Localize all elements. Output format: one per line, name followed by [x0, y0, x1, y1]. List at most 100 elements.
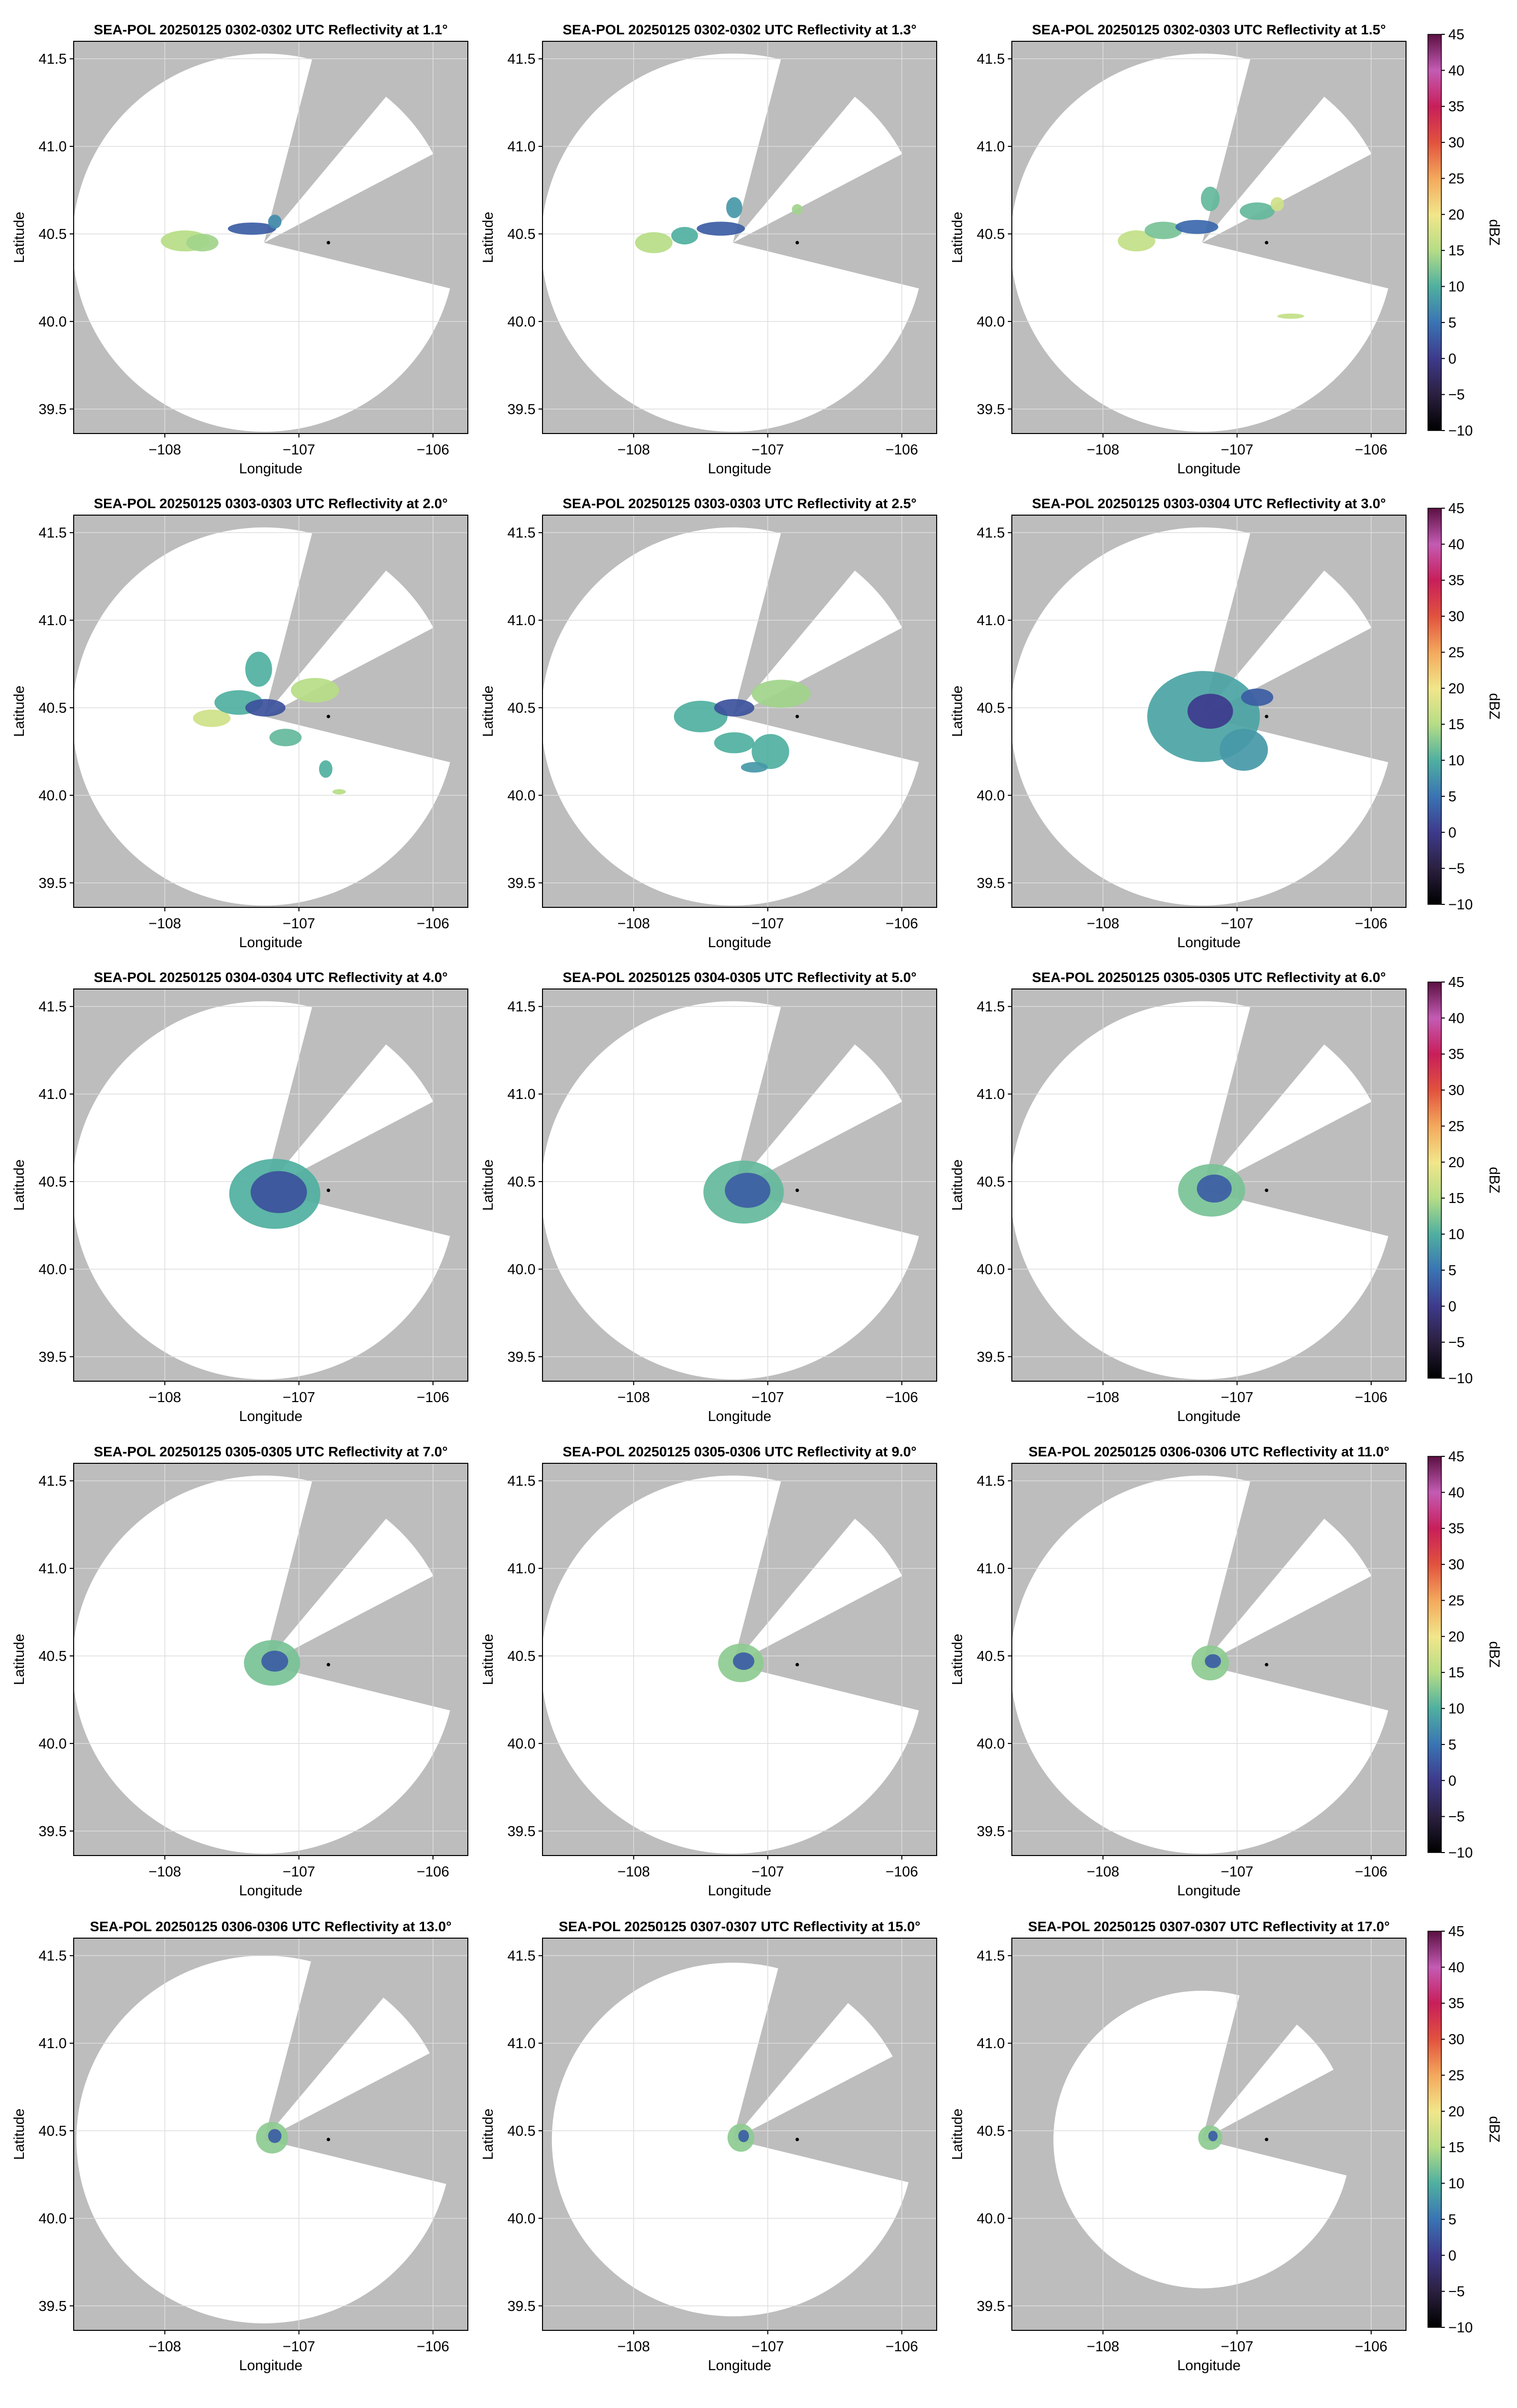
reflectivity-echo	[752, 734, 789, 769]
colorbar-tick-label: 30	[1448, 1557, 1464, 1573]
x-tick-label: −106	[885, 2339, 918, 2355]
colorbar-tick-label: 10	[1448, 753, 1464, 769]
plot-frame	[542, 988, 937, 1382]
y-tick-label: 40.5	[39, 700, 67, 716]
radar-panel: SEA-POL 20250125 0303-0303 UTC Reflectiv…	[11, 496, 468, 951]
y-tick-label: 39.5	[977, 1349, 1005, 1365]
colorbar-tick-label: 0	[1448, 2248, 1456, 2264]
y-axis-label: Latitude	[950, 1634, 966, 1685]
radar-panel: SEA-POL 20250125 0306-0306 UTC Reflectiv…	[11, 1919, 468, 2374]
x-axis-label: Longitude	[1177, 2358, 1240, 2374]
y-tick-label: 41.5	[508, 1473, 536, 1489]
reflectivity-echo	[741, 762, 768, 773]
x-tick-label: −107	[1221, 2339, 1253, 2355]
station-marker	[326, 2138, 330, 2142]
colorbar-gradient	[1427, 1456, 1442, 1853]
x-tick-label: −106	[1355, 916, 1387, 932]
colorbar-tick-label: 20	[1448, 1155, 1464, 1171]
colorbar-tick-label: 0	[1448, 1773, 1456, 1789]
y-tick-label: 41.5	[39, 525, 67, 541]
x-tick-label: −106	[1355, 1390, 1387, 1406]
colorbar-label: dBZ	[1486, 1641, 1502, 1667]
plot-title: SEA-POL 20250125 0305-0305 UTC Reflectiv…	[94, 1444, 447, 1459]
y-tick-label: 41.5	[977, 525, 1005, 541]
reflectivity-echo	[1196, 1174, 1232, 1203]
colorbar-tick-label: −5	[1448, 1335, 1465, 1351]
x-tick-label: −108	[1087, 1390, 1119, 1406]
colorbar-tick-label: −10	[1448, 897, 1473, 913]
plot-frame	[542, 1938, 937, 2331]
radar-panel: SEA-POL 20250125 0307-0307 UTC Reflectiv…	[480, 1919, 937, 2374]
y-tick-label: 41.5	[977, 51, 1005, 67]
x-tick-label: −106	[417, 442, 449, 458]
y-tick-label: 40.0	[977, 1262, 1005, 1278]
x-tick-label: −106	[885, 442, 918, 458]
y-tick-label: 41.0	[977, 613, 1005, 629]
y-tick-label: 40.0	[977, 1736, 1005, 1752]
radar-panel: SEA-POL 20250125 0304-0305 UTC Reflectiv…	[480, 970, 937, 1424]
y-tick-label: 41.5	[508, 525, 536, 541]
y-axis-label: Latitude	[11, 1159, 27, 1210]
y-tick-label: 41.5	[977, 1948, 1005, 1964]
colorbar-tick-label: 25	[1448, 645, 1464, 660]
radar-panel: SEA-POL 20250125 0305-0305 UTC Reflectiv…	[950, 970, 1407, 1424]
radar-panel: SEA-POL 20250125 0305-0305 UTC Reflectiv…	[11, 1444, 468, 1899]
reflectivity-echo	[250, 1171, 307, 1213]
plot-title: SEA-POL 20250125 0302-0302 UTC Reflectiv…	[562, 22, 916, 37]
radar-coverage-area	[542, 53, 919, 432]
y-tick-label: 39.5	[977, 402, 1005, 418]
y-tick-label: 41.0	[39, 613, 67, 629]
colorbar-tick-label: 40	[1448, 63, 1464, 79]
radar-panel: SEA-POL 20250125 0304-0304 UTC Reflectiv…	[11, 970, 468, 1424]
plot-title: SEA-POL 20250125 0306-0306 UTC Reflectiv…	[90, 1919, 452, 1934]
reflectivity-echo	[726, 197, 743, 219]
y-tick-label: 40.5	[977, 1174, 1005, 1190]
y-tick-label: 41.0	[39, 1087, 67, 1102]
reflectivity-echo	[1200, 186, 1220, 212]
plot-title: SEA-POL 20250125 0303-0304 UTC Reflectiv…	[1032, 496, 1386, 511]
y-tick-label: 40.0	[508, 314, 536, 330]
colorbar-tick-label: 5	[1448, 2212, 1456, 2228]
y-tick-label: 40.0	[39, 788, 67, 804]
station-marker	[795, 1663, 799, 1667]
reflectivity-echo	[1239, 202, 1275, 220]
x-axis-label: Longitude	[1177, 1883, 1240, 1899]
plot-title: SEA-POL 20250125 0305-0305 UTC Reflectiv…	[1032, 970, 1386, 985]
colorbar-tick-label: 10	[1448, 1227, 1464, 1243]
y-tick-label: 41.0	[977, 139, 1005, 155]
x-tick-label: −106	[885, 1864, 918, 1880]
y-tick-label: 41.5	[977, 999, 1005, 1015]
x-axis-label: Longitude	[1177, 935, 1240, 951]
x-tick-label: −108	[1087, 916, 1119, 932]
x-tick-label: −106	[1355, 442, 1387, 458]
y-tick-label: 39.5	[508, 1349, 536, 1365]
colorbar-tick-label: 20	[1448, 681, 1464, 697]
colorbar-tick-label: 40	[1448, 1485, 1464, 1501]
colorbar-label: dBZ	[1486, 1167, 1502, 1193]
x-tick-label: −108	[149, 1864, 181, 1880]
y-tick-label: 41.0	[508, 2036, 536, 2052]
y-tick-label: 40.5	[39, 1648, 67, 1664]
y-tick-label: 39.5	[977, 876, 1005, 891]
colorbar-tick-label: 10	[1448, 1701, 1464, 1717]
radar-panel: SEA-POL 20250125 0306-0306 UTC Reflectiv…	[950, 1444, 1407, 1899]
colorbar-tick-label: 0	[1448, 351, 1456, 367]
reflectivity-echo	[261, 1650, 289, 1672]
x-axis-label: Longitude	[708, 1883, 771, 1899]
y-tick-label: 40.0	[39, 2211, 67, 2227]
station-marker	[795, 2138, 799, 2142]
y-tick-label: 41.0	[39, 139, 67, 155]
x-tick-label: −108	[149, 2339, 181, 2355]
y-tick-label: 41.5	[39, 1473, 67, 1489]
y-tick-label: 41.0	[977, 1561, 1005, 1577]
colorbar-tick-label: −10	[1448, 1371, 1473, 1387]
x-axis-label: Longitude	[708, 2358, 771, 2374]
radar-coverage-area	[1012, 53, 1389, 432]
y-tick-label: 39.5	[508, 2299, 536, 2314]
y-tick-label: 40.0	[508, 2211, 536, 2227]
plot-title: SEA-POL 20250125 0305-0306 UTC Reflectiv…	[562, 1444, 916, 1459]
colorbar-tick-label: 30	[1448, 1083, 1464, 1098]
colorbar-tick-label: 15	[1448, 2140, 1464, 2156]
y-tick-label: 39.5	[508, 876, 536, 891]
x-tick-label: −108	[618, 1864, 650, 1880]
